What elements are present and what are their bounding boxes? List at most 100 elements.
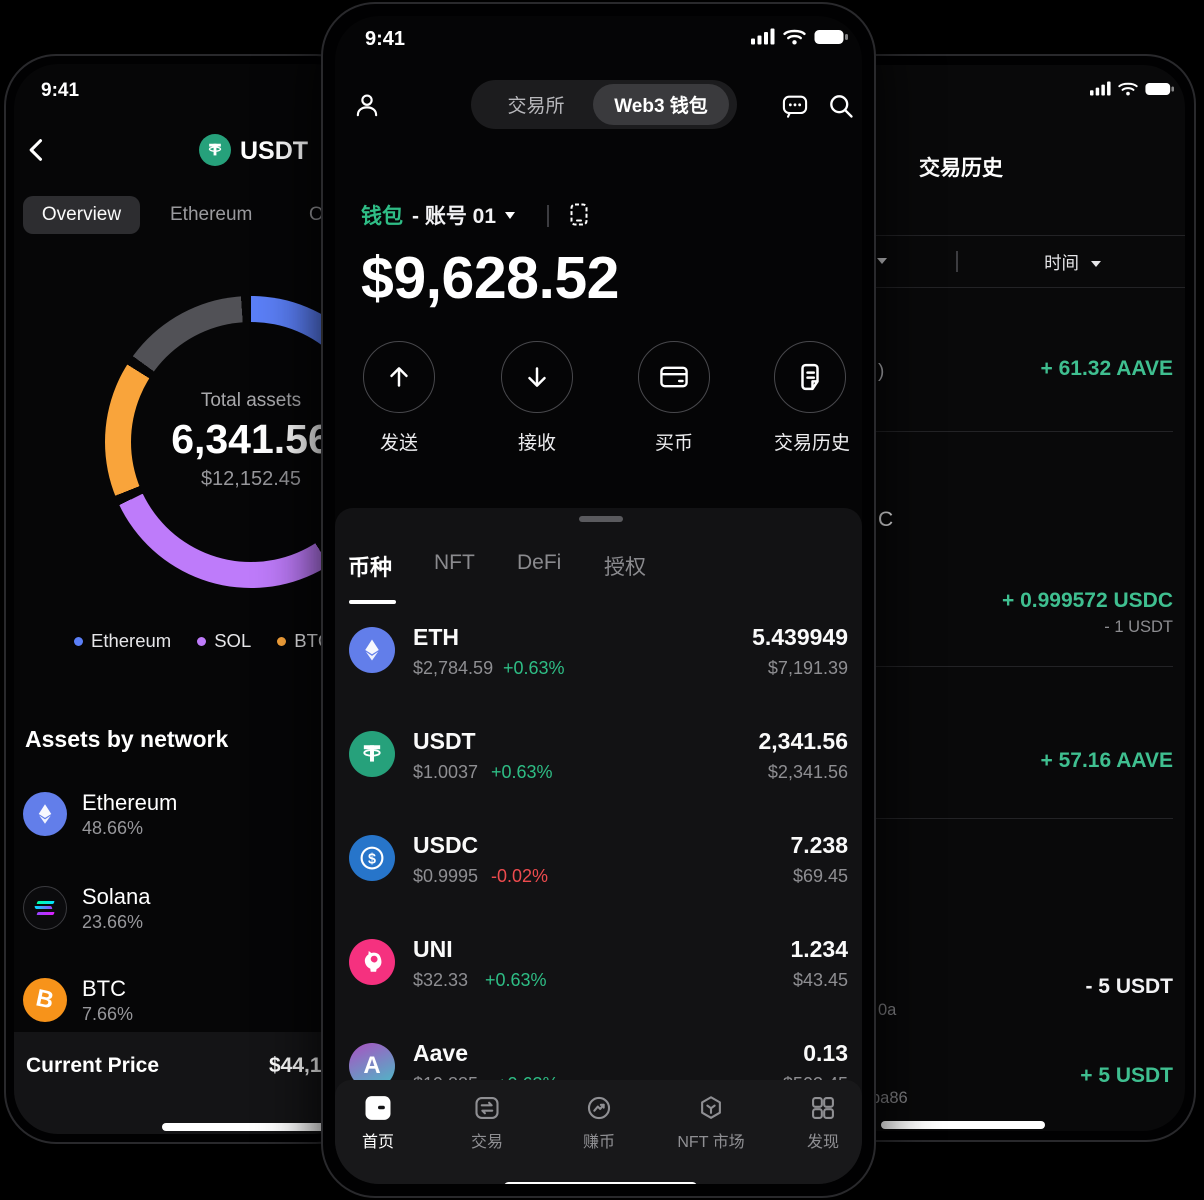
page-title: USDT xyxy=(240,137,309,165)
action-send[interactable]: 发送 xyxy=(363,341,435,455)
sort-label: 时间 xyxy=(1044,253,1080,273)
nav-discover[interactable]: 发现 xyxy=(775,1094,862,1152)
token-amount: 2,341.56 xyxy=(758,728,848,754)
address-tail: 0a xyxy=(878,1001,897,1019)
action-buy[interactable]: 买币 xyxy=(638,341,710,455)
nav-label: 赚币 xyxy=(582,1134,615,1151)
sort-caret-icon xyxy=(1090,261,1101,268)
card-icon xyxy=(658,362,690,392)
wifi-icon xyxy=(783,28,806,45)
sheet-drag-handle[interactable] xyxy=(579,516,623,522)
tx-sub-amount: - 1 USDT xyxy=(1104,618,1173,636)
token-value: $7,191.39 xyxy=(767,658,848,678)
action-label: 接收 xyxy=(517,433,556,454)
current-price-value: $44,12 xyxy=(269,1054,334,1077)
right-page-title: 交易历史 xyxy=(919,157,1003,180)
home-indicator xyxy=(504,1182,697,1184)
back-button[interactable] xyxy=(23,136,51,164)
center-status-icons xyxy=(751,28,848,45)
segment-exchange[interactable]: 交易所 xyxy=(507,96,565,117)
tx-amount: - 5 USDT xyxy=(1085,975,1173,998)
network-row-ethereum[interactable]: Ethereum 48.66% xyxy=(23,790,353,840)
chat-button[interactable] xyxy=(781,92,809,120)
token-value: $69.45 xyxy=(792,866,848,886)
trade-icon xyxy=(473,1094,501,1122)
token-row-uni[interactable]: UNI $32.33 +0.63% 1.234 $43.45 xyxy=(335,926,862,1030)
row-left-fragment: C xyxy=(878,508,894,531)
hidden-filter-caret-icon[interactable] xyxy=(877,258,887,264)
eth-token-icon xyxy=(349,627,395,673)
ethereum-network-icon xyxy=(23,792,67,836)
profile-button[interactable] xyxy=(353,91,381,119)
token-symbol: USDT xyxy=(413,728,476,754)
token-change: +0.63% xyxy=(491,762,553,782)
home-indicator xyxy=(881,1121,1045,1129)
divider xyxy=(737,666,1173,667)
bitcoin-b-glyph: B xyxy=(33,984,57,1015)
left-status-time: 9:41 xyxy=(41,80,80,101)
nav-home[interactable]: 首页 xyxy=(335,1094,426,1152)
network-percent: 7.66% xyxy=(82,1004,134,1024)
divider xyxy=(737,431,1173,432)
tab-overview-label: Overview xyxy=(41,204,122,225)
arrow-down-icon xyxy=(522,362,552,392)
tx-amount: + 61.32 AAVE xyxy=(1040,357,1174,380)
wallet-bar-divider xyxy=(547,205,549,227)
wallet-label: 钱包 xyxy=(361,205,403,228)
tab-overview[interactable]: Overview xyxy=(23,196,140,234)
token-price: $0.9995 xyxy=(413,866,479,886)
arrow-up-icon xyxy=(384,362,414,392)
legend-item: SOL xyxy=(197,630,251,652)
network-name: Solana xyxy=(82,884,151,909)
tx-amount: + 57.16 AAVE xyxy=(1040,749,1174,772)
current-price-bar: Current Price $44,12 xyxy=(14,1032,358,1134)
document-icon xyxy=(795,362,825,392)
token-sheet: 币种 NFT DeFi 授权 ETH $2,784.59 +0.63% 5.43… xyxy=(335,508,862,1184)
action-history[interactable]: 交易历史 xyxy=(774,341,850,455)
network-name: Ethereum xyxy=(82,790,178,815)
nav-trade[interactable]: 交易 xyxy=(439,1094,535,1152)
scan-icon xyxy=(567,202,591,228)
nav-nft-market[interactable]: NFT 市场 xyxy=(663,1094,759,1152)
token-row-usdc[interactable]: $ USDC $0.9995 -0.02% 7.238 $69.45 xyxy=(335,822,862,926)
nft-hexagon-icon xyxy=(697,1094,725,1122)
scan-button[interactable] xyxy=(567,202,591,228)
tab-nft[interactable]: NFT xyxy=(434,551,475,574)
receive-circle xyxy=(501,341,573,413)
nav-label: 交易 xyxy=(470,1134,503,1151)
network-row-solana[interactable]: Solana 23.66% xyxy=(23,884,353,934)
segment-web3-wallet[interactable]: Web3 钱包 xyxy=(593,84,729,125)
tab-ethereum[interactable]: Ethereum xyxy=(170,204,253,225)
network-row-btc[interactable]: B BTC 7.66% xyxy=(23,976,353,1026)
token-row-eth[interactable]: ETH $2,784.59 +0.63% 5.439949 $7,191.39 xyxy=(335,614,862,718)
tab-third-truncated[interactable]: O xyxy=(309,204,324,225)
wallet-selector[interactable]: 钱包 - 账号 01 xyxy=(361,201,516,229)
sort-by-time-button[interactable]: 时间 xyxy=(956,250,1185,275)
divider xyxy=(737,818,1173,819)
tab-coins[interactable]: 币种 xyxy=(348,550,396,604)
search-button[interactable] xyxy=(827,92,855,120)
battery-icon xyxy=(1145,82,1174,96)
bottom-nav-bar: 首页 交易 xyxy=(335,1080,862,1184)
legend-label: SOL xyxy=(214,630,252,651)
legend-dot-sol xyxy=(197,636,207,646)
legend-item: Ethereum xyxy=(74,630,171,652)
buy-circle xyxy=(638,341,710,413)
usdt-token-icon xyxy=(349,731,395,777)
token-value: $2,341.56 xyxy=(767,762,848,782)
solana-network-icon xyxy=(23,886,67,930)
token-amount: 0.13 xyxy=(803,1040,848,1066)
tab-approvals[interactable]: 授权 xyxy=(604,556,646,579)
token-row-usdt[interactable]: USDT $1.0037 +0.63% 2,341.56 $2,341.56 xyxy=(335,718,862,822)
left-phone: 9:41 USDT Overview Ethereum O Total asse… xyxy=(4,54,368,1144)
tab-defi[interactable]: DeFi xyxy=(517,551,562,574)
row-left-fragment: ) xyxy=(878,361,885,382)
center-phone: 9:41 xyxy=(321,2,876,1198)
token-symbol: Aave xyxy=(413,1040,468,1066)
svg-text:$: $ xyxy=(368,851,376,867)
nav-label: 首页 xyxy=(361,1134,394,1151)
center-phone-screen: 9:41 xyxy=(335,16,862,1184)
nav-earn[interactable]: 赚币 xyxy=(551,1094,647,1152)
token-amount: 1.234 xyxy=(790,936,848,962)
action-receive[interactable]: 接收 xyxy=(501,341,573,455)
